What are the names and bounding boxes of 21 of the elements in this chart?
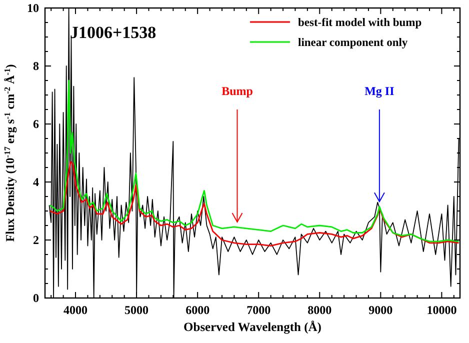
y-tick-label: 2 (33, 233, 39, 247)
y-tick-label: 10 (27, 1, 39, 15)
x-tick-label: 8000 (308, 303, 332, 317)
line-series (49, 80, 460, 242)
x-tick-label: 9000 (368, 303, 393, 317)
y-tick-label: 0 (33, 291, 39, 305)
y-tick-label: 8 (33, 59, 39, 73)
y-tick-label: 4 (33, 175, 39, 189)
annotation: Bump (222, 84, 254, 98)
x-tick-label: 5000 (124, 303, 149, 317)
x-tick-label: 10000 (426, 303, 457, 317)
text: J1006+1538 (70, 23, 156, 42)
legend-label: best-fit model with bump (298, 17, 422, 29)
x-axis-title: Observed Wavelength (Å) (184, 320, 322, 334)
y-tick-label: 6 (33, 117, 39, 131)
x-tick-label: 6000 (186, 303, 210, 317)
annotation: Mg II (364, 84, 395, 98)
line-series (49, 161, 460, 246)
legend-label: linear component only (298, 37, 408, 49)
x-tick-label: 4000 (64, 303, 88, 317)
x-tick-label: 7000 (246, 303, 271, 317)
